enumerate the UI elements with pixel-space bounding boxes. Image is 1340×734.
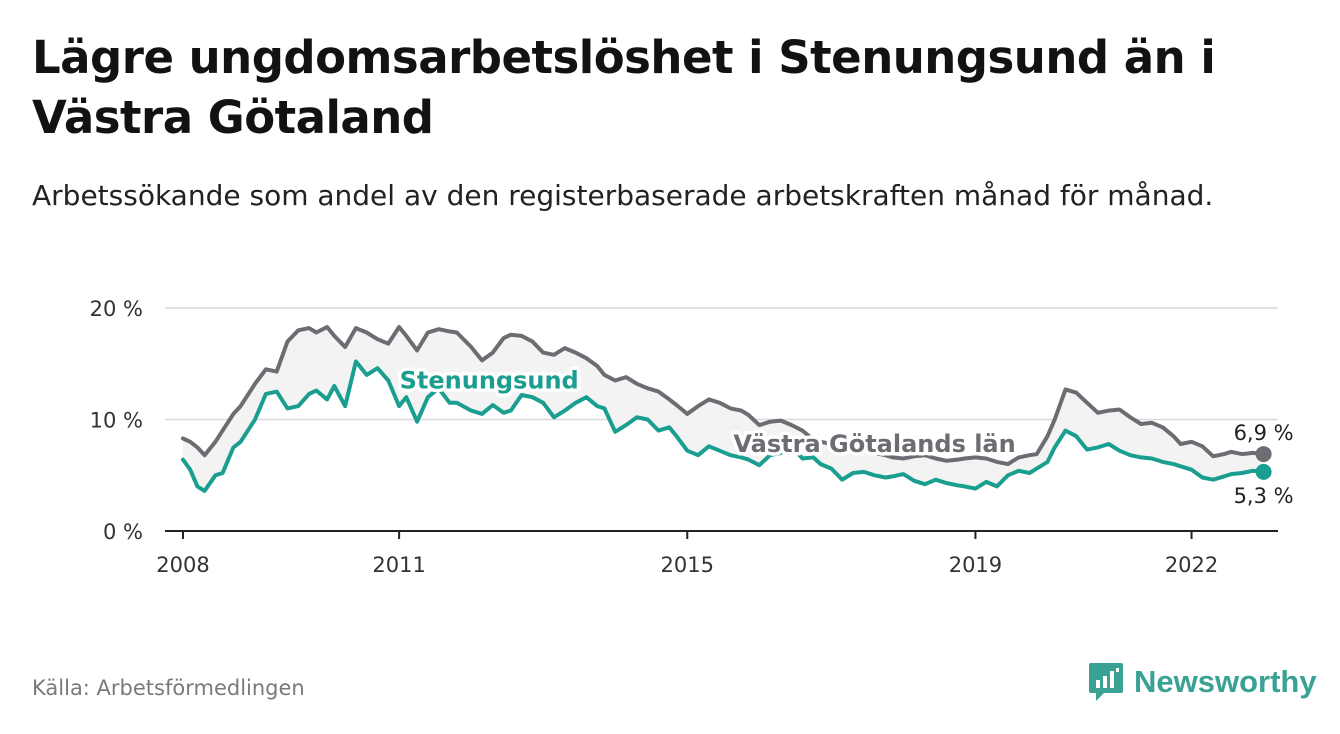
chart-labels: 6,9 % 5,3 % Stenungsund Västra Götalands lä… (396, 363, 1294, 508)
x-tick-label: 2011 (372, 553, 425, 577)
page-title: Lägre ungdomsarbetslöshet i Stenungsund … (32, 31, 1216, 144)
source-note: Källa: Arbetsförmedlingen (32, 676, 305, 700)
chart-axes: 0 % 10 % 20 % 2008 2011 2015 2019 2022 (90, 297, 1278, 577)
end-label-vastra-gotaland: 6,9 % (1234, 421, 1294, 445)
x-tick-label: 2008 (156, 553, 209, 577)
series-label-stenungsund: Stenungsund (400, 366, 579, 394)
y-tick-label: 10 % (90, 409, 143, 433)
end-label-stenungsund: 5,3 % (1234, 484, 1294, 508)
brand[interactable]: Newsworthy (1088, 660, 1317, 704)
gap-area (183, 327, 1264, 491)
series-label-vastra-gotaland: Västra Götalands län (733, 430, 1015, 458)
x-tick-label: 2015 (661, 553, 714, 577)
page-subtitle: Arbetssökande som andel av den registerb… (32, 179, 1214, 212)
y-tick-label: 20 % (90, 297, 143, 321)
series-line-vastra-gotaland (181, 325, 1266, 467)
series-line-stenungsund (181, 359, 1266, 493)
chart-series (181, 325, 1272, 493)
newsworthy-logo-icon (1089, 663, 1123, 701)
y-tick-label: 0 % (103, 520, 143, 544)
end-point-stenungsund (1255, 463, 1272, 480)
chart-gap-fill (183, 327, 1264, 491)
brand-name: Newsworthy (1134, 664, 1317, 699)
x-tick-label: 2019 (949, 553, 1002, 577)
x-tick-label: 2022 (1165, 553, 1218, 577)
end-point-vastra-gotaland (1255, 446, 1272, 463)
